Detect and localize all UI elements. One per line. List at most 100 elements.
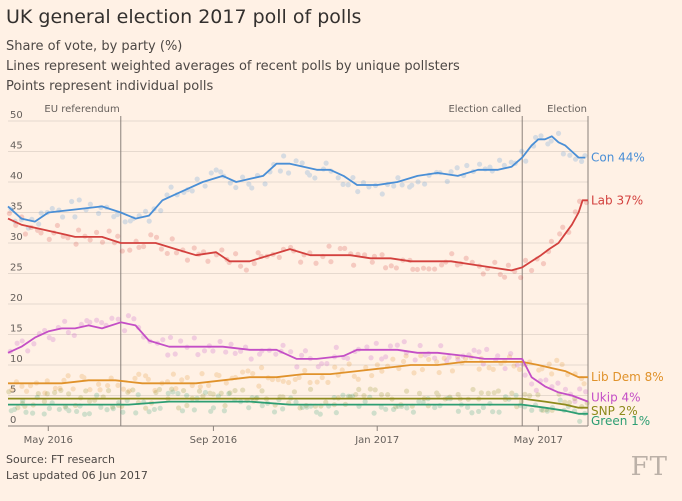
- source-note: Source: FT research: [6, 453, 115, 466]
- poll-point: [93, 229, 100, 235]
- poll-point: [136, 244, 142, 250]
- poll-point: [495, 353, 501, 359]
- poll-point: [179, 408, 186, 414]
- poll-point: [58, 387, 64, 393]
- poll-point: [79, 373, 85, 379]
- poll-point: [487, 164, 493, 170]
- poll-point: [420, 265, 427, 271]
- poll-point: [184, 392, 190, 399]
- poll-point: [207, 390, 213, 396]
- poll-point: [455, 357, 461, 363]
- poll-point: [255, 250, 261, 256]
- poll-point: [115, 316, 121, 322]
- poll-point: [65, 329, 71, 336]
- poll-point: [508, 159, 514, 165]
- poll-point: [513, 392, 519, 398]
- series-label-con: Con 44%: [591, 151, 645, 165]
- poll-point: [125, 389, 131, 395]
- poll-point: [509, 390, 515, 396]
- poll-point: [94, 392, 100, 398]
- poll-point: [436, 369, 442, 376]
- poll-point: [583, 389, 589, 395]
- poll-point: [572, 209, 578, 215]
- poll-point: [14, 340, 20, 346]
- poll-point: [140, 243, 147, 250]
- poll-point: [317, 411, 323, 417]
- poll-point: [516, 366, 523, 373]
- poll-point: [38, 210, 44, 216]
- poll-point: [180, 387, 187, 394]
- poll-point: [65, 373, 71, 379]
- poll-point: [208, 408, 214, 414]
- poll-point: [115, 382, 121, 388]
- y-tick-label-35: 35: [10, 202, 23, 213]
- poll-point: [426, 356, 432, 363]
- poll-point: [11, 406, 18, 412]
- poll-point: [581, 381, 587, 387]
- poll-point: [240, 369, 246, 375]
- poll-point: [484, 346, 490, 352]
- poll-point: [98, 404, 104, 410]
- poll-point: [61, 377, 67, 383]
- poll-point: [151, 406, 157, 413]
- poll-point: [276, 254, 282, 260]
- poll-point: [501, 162, 507, 168]
- poll-point: [78, 321, 84, 328]
- poll-point: [318, 361, 325, 367]
- chart-title: UK general election 2017 poll of polls: [6, 6, 362, 28]
- poll-point: [367, 386, 373, 392]
- poll-point: [30, 410, 36, 416]
- poll-point: [501, 274, 508, 280]
- poll-point: [250, 370, 256, 377]
- y-tick-label-0: 0: [10, 415, 16, 426]
- poll-point: [464, 162, 470, 169]
- poll-point: [346, 361, 352, 367]
- poll-point: [189, 188, 195, 194]
- poll-point: [548, 138, 554, 144]
- poll-point: [435, 392, 441, 398]
- poll-point: [532, 134, 539, 141]
- poll-point: [403, 353, 409, 359]
- poll-point: [522, 372, 528, 378]
- poll-point: [560, 151, 566, 157]
- poll-point: [184, 374, 190, 381]
- poll-point: [391, 406, 397, 412]
- y-tick-label-25: 25: [10, 263, 23, 274]
- poll-point: [131, 316, 137, 322]
- poll-point: [195, 351, 201, 358]
- poll-point: [42, 390, 48, 396]
- poll-point: [438, 262, 445, 268]
- poll-point: [35, 390, 41, 397]
- poll-point: [232, 350, 238, 357]
- poll-point: [298, 352, 305, 358]
- event-label-1: Election called: [448, 104, 521, 115]
- poll-point: [307, 379, 313, 386]
- poll-point: [52, 389, 58, 396]
- poll-point: [416, 390, 423, 396]
- poll-point: [169, 236, 175, 242]
- poll-point: [583, 199, 590, 206]
- poll-point: [414, 266, 420, 273]
- poll-point: [239, 174, 246, 180]
- poll-point: [222, 403, 228, 409]
- poll-point: [577, 418, 583, 424]
- poll-point: [280, 406, 286, 412]
- subtitle-share: Share of vote, by party (%): [6, 39, 183, 54]
- poll-point: [19, 338, 25, 344]
- poll-point: [126, 388, 132, 394]
- poll-point: [62, 318, 68, 324]
- poll-point: [378, 404, 384, 410]
- poll-point: [355, 376, 361, 382]
- poll-point: [146, 218, 152, 224]
- poll-point: [538, 133, 544, 139]
- poll-point: [324, 361, 330, 367]
- poll-point: [133, 410, 139, 416]
- poll-point: [584, 400, 590, 406]
- poll-point: [218, 169, 224, 175]
- poll-point: [22, 231, 29, 237]
- poll-point: [206, 382, 212, 388]
- poll-point: [275, 377, 281, 383]
- poll-point: [353, 391, 359, 398]
- poll-point: [496, 409, 502, 415]
